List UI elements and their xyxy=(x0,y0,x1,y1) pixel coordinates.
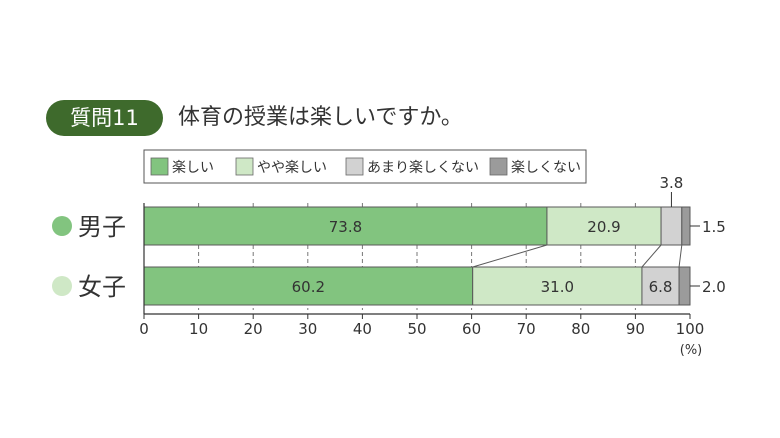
bar-connectors xyxy=(472,192,700,287)
x-axis: 0 10 20 30 40 50 60 70 80 90 100 (%) xyxy=(139,203,704,358)
legend-swatch xyxy=(345,157,364,176)
bar-value-label: 73.8 xyxy=(329,218,362,236)
bar-segment xyxy=(641,266,680,306)
bar-value-label: 2.0 xyxy=(702,278,726,296)
bar-value-label: 1.5 xyxy=(702,218,726,236)
legend-swatch xyxy=(150,157,169,176)
legend-label: 楽しい xyxy=(172,160,214,176)
category-label: 女子 xyxy=(78,273,126,301)
x-tick-label: 90 xyxy=(626,320,645,338)
chart-legend: 楽しい やや楽しい あまり楽しくない 楽しくない xyxy=(143,149,587,184)
bar-segment xyxy=(678,266,691,306)
segment-connector xyxy=(472,244,548,268)
legend-box xyxy=(143,149,587,184)
bar-segment xyxy=(143,206,548,246)
bar-segment xyxy=(143,266,474,306)
x-tick-label: 50 xyxy=(407,320,426,338)
bar-segment xyxy=(472,266,643,306)
x-tick-label: 70 xyxy=(517,320,536,338)
bar-segment xyxy=(660,206,683,246)
bar-value-label: 60.2 xyxy=(292,278,325,296)
legend-label: 楽しくない xyxy=(511,160,581,176)
category-marker xyxy=(52,216,72,236)
segment-connector xyxy=(641,244,662,268)
legend-swatch xyxy=(489,157,508,176)
bar-value-label: 6.8 xyxy=(649,278,673,296)
x-tick-label: 60 xyxy=(462,320,481,338)
x-axis-unit: (%) xyxy=(680,343,703,358)
x-tick-label: 10 xyxy=(189,320,208,338)
legend-label: やや楽しい xyxy=(257,160,327,176)
x-tick-label: 100 xyxy=(676,320,705,338)
bar-value-label: 20.9 xyxy=(587,218,620,236)
segment-connector xyxy=(678,244,683,268)
x-tick-label: 80 xyxy=(571,320,590,338)
legend-label: あまり楽しくない xyxy=(367,160,479,176)
legend-swatch xyxy=(235,157,254,176)
x-tick-label: 30 xyxy=(298,320,317,338)
bar-value-label: 3.8 xyxy=(660,174,684,192)
bar-segment xyxy=(681,206,691,246)
x-tick-label: 40 xyxy=(353,320,372,338)
question-number-badge: 質問11 xyxy=(46,100,163,136)
x-tick-label: 20 xyxy=(244,320,263,338)
bar-value-label: 31.0 xyxy=(541,278,574,296)
category-label: 男子 xyxy=(78,213,126,241)
bar-segment xyxy=(546,206,662,246)
chart-bars: 73.8 20.9 3.8 1.5 60.2 31.0 6.8 2.0 xyxy=(143,174,726,306)
question-title: 体育の授業は楽しいですか。 xyxy=(178,105,463,130)
category-marker xyxy=(52,276,72,296)
x-tick-label: 0 xyxy=(139,320,149,338)
